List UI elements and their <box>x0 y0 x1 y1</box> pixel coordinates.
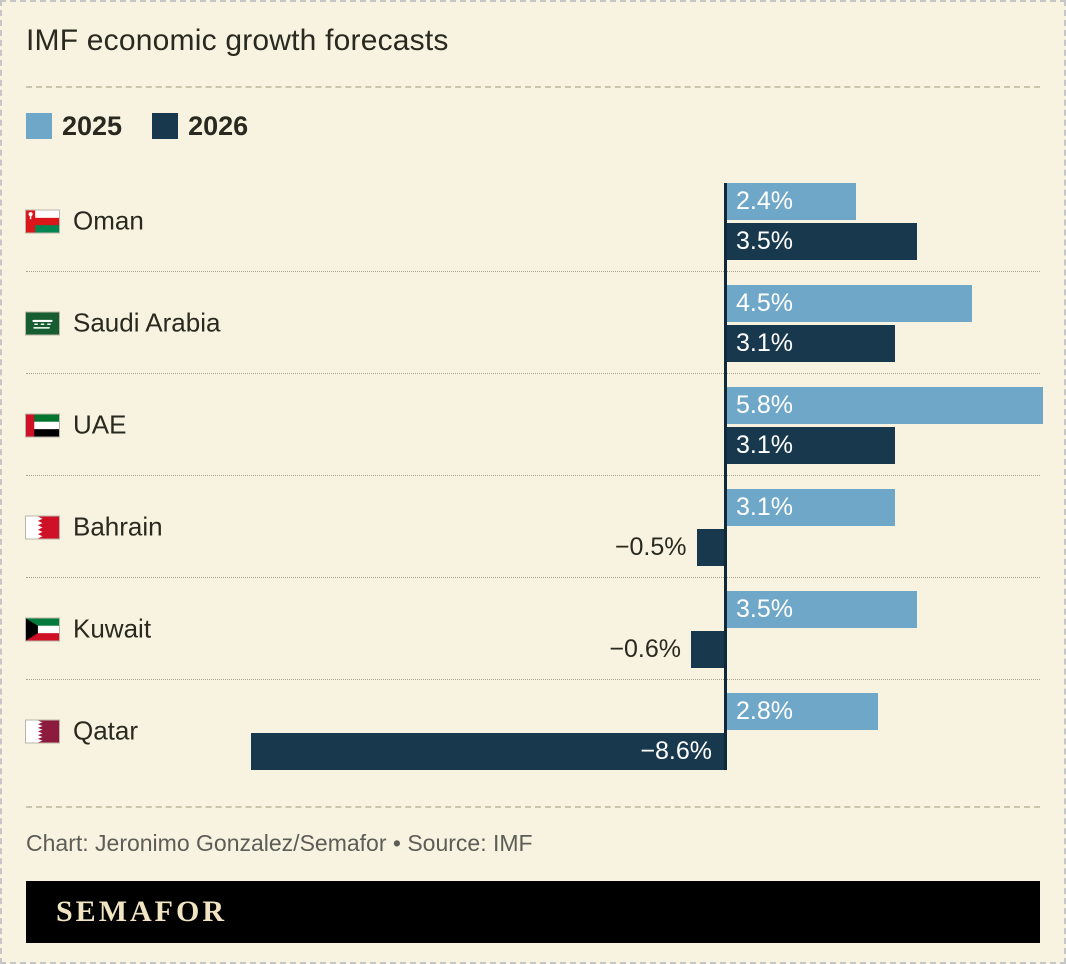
bar-chart: Oman 2.4% 3.5% Saudi Arabia 4.5% 3.1% UA… <box>26 170 1043 782</box>
bar-2026-bahrain: −0.5% <box>615 529 724 566</box>
kuwait-flag-icon <box>26 618 59 640</box>
oman-flag-icon <box>26 210 59 232</box>
bar-2026-qatar: −8.6% <box>251 733 724 770</box>
legend-swatch-2026-icon <box>152 113 179 139</box>
divider-bottom <box>26 806 1040 808</box>
country-name: Oman <box>73 205 144 236</box>
country-label: Saudi Arabia <box>26 308 220 339</box>
bar-2026-kuwait: −0.6% <box>609 631 724 668</box>
bar-2025-oman: 2.4% <box>724 183 856 220</box>
bar-value-label: −0.5% <box>614 533 687 561</box>
chart-title: IMF economic growth forecasts <box>26 24 449 57</box>
legend-item-2025: 2025 <box>26 111 122 142</box>
bar-value-label: 3.5% <box>736 595 793 623</box>
country-label: Kuwait <box>26 614 151 645</box>
bar-2025-saudi-arabia: 4.5% <box>724 285 972 322</box>
legend: 2025 2026 <box>26 110 1040 142</box>
bar-2026-uae: 3.1% <box>724 427 895 464</box>
legend-item-2026: 2026 <box>152 111 248 142</box>
bar-2026-oman: 3.5% <box>724 223 917 260</box>
country-row-kuwait: Kuwait 3.5% −0.6% <box>26 578 1040 680</box>
brand-bar: SEMAFOR <box>26 881 1040 943</box>
legend-swatch-2025-icon <box>26 113 52 139</box>
country-row-qatar: Qatar 2.8% −8.6% <box>26 680 1040 782</box>
country-row-saudi-arabia: Saudi Arabia 4.5% 3.1% <box>26 272 1040 374</box>
bar-2025-kuwait: 3.5% <box>724 591 917 628</box>
chart-credit: Chart: Jeronimo Gonzalez/Semafor • Sourc… <box>26 830 533 856</box>
country-label: Qatar <box>26 716 138 747</box>
legend-label-2025: 2025 <box>62 110 123 141</box>
qatar-flag-icon <box>26 720 59 742</box>
bar-2025-uae: 5.8% <box>724 387 1043 424</box>
uae-flag-icon <box>26 414 59 436</box>
bar-value-label: 2.8% <box>736 697 793 725</box>
bar-value-label: −8.6% <box>640 737 712 765</box>
bar-value-label: −0.6% <box>609 635 681 663</box>
country-name: Qatar <box>73 715 139 746</box>
country-name: UAE <box>73 409 127 440</box>
bar-value-label: 5.8% <box>736 391 793 419</box>
bar-2025-bahrain: 3.1% <box>724 489 895 526</box>
country-name: Saudi Arabia <box>73 307 221 338</box>
zero-axis <box>724 183 727 770</box>
country-label: Oman <box>26 206 144 237</box>
bar-value-label: 3.1% <box>736 493 793 521</box>
country-row-uae: UAE 5.8% 3.1% <box>26 374 1043 476</box>
country-label: Bahrain <box>26 512 163 543</box>
saudi-arabia-flag-icon <box>26 312 59 334</box>
bahrain-flag-icon <box>26 516 59 538</box>
country-row-oman: Oman 2.4% 3.5% <box>26 170 1040 272</box>
bar-value-label: 3.1% <box>736 329 793 357</box>
bar-value-label: 3.5% <box>736 227 793 255</box>
bar-2026-saudi-arabia: 3.1% <box>724 325 895 362</box>
country-name: Kuwait <box>73 613 152 644</box>
country-name: Bahrain <box>73 511 163 542</box>
bar-value-label: 2.4% <box>736 187 793 215</box>
country-row-bahrain: Bahrain 3.1% −0.5% <box>26 476 1040 578</box>
divider-top <box>26 86 1040 88</box>
legend-label-2026: 2026 <box>188 110 249 141</box>
bar-value-label: 4.5% <box>736 289 793 317</box>
semafor-logo: SEMAFOR <box>56 895 227 928</box>
bar-2025-qatar: 2.8% <box>724 693 878 730</box>
country-label: UAE <box>26 410 126 441</box>
bar-value-label: 3.1% <box>736 431 793 459</box>
